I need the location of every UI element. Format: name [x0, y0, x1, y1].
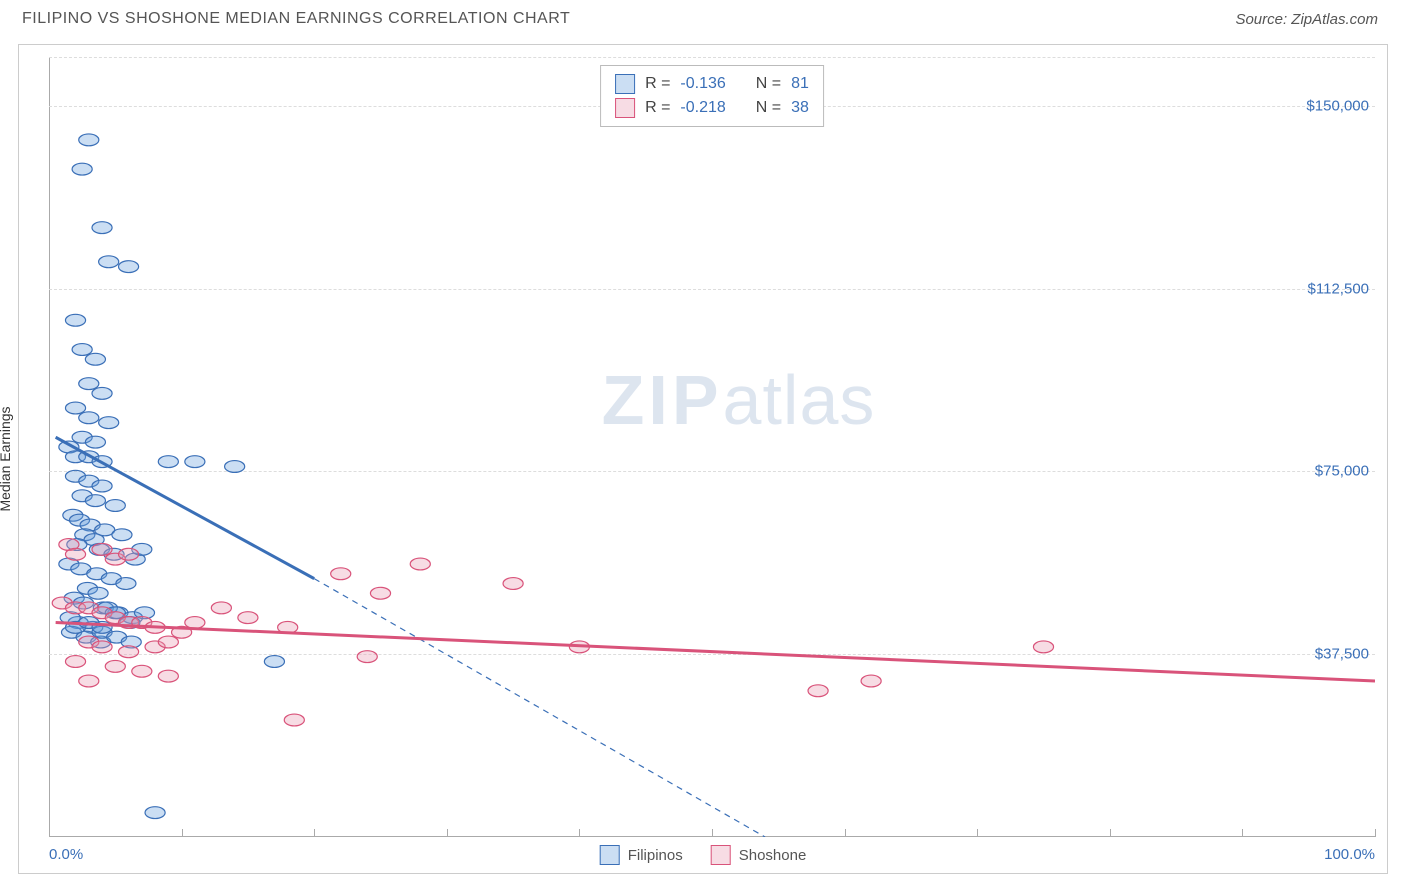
legend-item-filipinos: Filipinos: [600, 845, 683, 865]
n-label: N =: [756, 99, 781, 117]
scatter-point-filipinos: [158, 456, 178, 468]
scatter-point-shoshone: [503, 578, 523, 590]
r-label: R =: [645, 99, 670, 117]
legend-label: Filipinos: [628, 847, 683, 864]
scatter-point-shoshone: [158, 636, 178, 648]
legend-label: Shoshone: [739, 847, 807, 864]
scatter-point-filipinos: [88, 587, 108, 599]
plot-svg: [49, 57, 1375, 837]
legend-swatch-shoshone: [711, 845, 731, 865]
scatter-point-shoshone: [119, 646, 139, 658]
scatter-point-filipinos: [65, 402, 85, 414]
scatter-point-filipinos: [85, 495, 105, 507]
series-legend: Filipinos Shoshone: [600, 845, 807, 865]
scatter-point-filipinos: [79, 412, 99, 424]
legend-swatch-shoshone: [615, 98, 635, 118]
scatter-point-shoshone: [1033, 641, 1053, 653]
scatter-point-shoshone: [284, 714, 304, 726]
x-tick-label: 0.0%: [49, 846, 83, 863]
scatter-point-filipinos: [119, 261, 139, 273]
chart-container: Median Earnings ZIPatlas R =-0.136N =81R…: [18, 44, 1388, 874]
legend-item-shoshone: Shoshone: [711, 845, 807, 865]
scatter-point-filipinos: [185, 456, 205, 468]
scatter-point-shoshone: [65, 656, 85, 668]
legend-stats-row-shoshone: R = -0.218 N = 38: [615, 96, 809, 120]
n-value: 81: [791, 75, 809, 93]
plot-area: ZIPatlas R =-0.136N =81R =-0.218N =38 $3…: [49, 57, 1375, 837]
scatter-point-filipinos: [79, 378, 99, 390]
scatter-point-shoshone: [410, 558, 430, 570]
scatter-point-shoshone: [861, 675, 881, 687]
scatter-point-filipinos: [116, 578, 136, 590]
scatter-point-shoshone: [211, 602, 231, 614]
scatter-point-filipinos: [225, 461, 245, 473]
scatter-point-shoshone: [132, 665, 152, 677]
scatter-point-shoshone: [238, 612, 258, 624]
scatter-point-filipinos: [99, 256, 119, 268]
trend-line-shoshone: [56, 623, 1375, 682]
trend-line-dashed-filipinos: [314, 579, 765, 837]
scatter-point-filipinos: [72, 163, 92, 175]
scatter-point-filipinos: [145, 807, 165, 819]
stats-legend: R = -0.136 N = 81 R = -0.218 N = 38: [600, 65, 824, 127]
scatter-point-shoshone: [65, 548, 85, 560]
r-value: -0.136: [680, 75, 725, 93]
scatter-point-filipinos: [264, 656, 284, 668]
trend-line-filipinos: [56, 437, 315, 578]
scatter-point-filipinos: [79, 134, 99, 146]
scatter-point-filipinos: [65, 314, 85, 326]
x-tick-label: 100.0%: [1324, 846, 1375, 863]
scatter-point-filipinos: [72, 344, 92, 356]
scatter-point-filipinos: [85, 436, 105, 448]
scatter-point-shoshone: [370, 587, 390, 599]
legend-stats-row-filipinos: R = -0.136 N = 81: [615, 72, 809, 96]
scatter-point-shoshone: [105, 660, 125, 672]
source-label: Source: ZipAtlas.com: [1235, 11, 1378, 28]
scatter-point-shoshone: [79, 675, 99, 687]
scatter-point-filipinos: [99, 417, 119, 429]
r-label: R =: [645, 75, 670, 93]
y-axis-label: Median Earnings: [0, 406, 13, 511]
scatter-point-shoshone: [357, 651, 377, 663]
scatter-point-filipinos: [85, 353, 105, 365]
n-value: 38: [791, 99, 809, 117]
scatter-point-shoshone: [331, 568, 351, 580]
scatter-point-shoshone: [92, 641, 112, 653]
legend-swatch-filipinos: [600, 845, 620, 865]
scatter-point-shoshone: [185, 617, 205, 629]
scatter-point-shoshone: [92, 543, 112, 555]
scatter-point-shoshone: [808, 685, 828, 697]
scatter-point-shoshone: [119, 548, 139, 560]
n-label: N =: [756, 75, 781, 93]
legend-swatch-filipinos: [615, 74, 635, 94]
scatter-point-filipinos: [92, 222, 112, 234]
scatter-point-filipinos: [105, 500, 125, 512]
scatter-point-shoshone: [158, 670, 178, 682]
scatter-point-filipinos: [92, 480, 112, 492]
x-tick: [1375, 829, 1376, 837]
chart-title: FILIPINO VS SHOSHONE MEDIAN EARNINGS COR…: [22, 10, 570, 28]
scatter-point-filipinos: [112, 529, 132, 541]
scatter-point-filipinos: [92, 387, 112, 399]
r-value: -0.218: [680, 99, 725, 117]
